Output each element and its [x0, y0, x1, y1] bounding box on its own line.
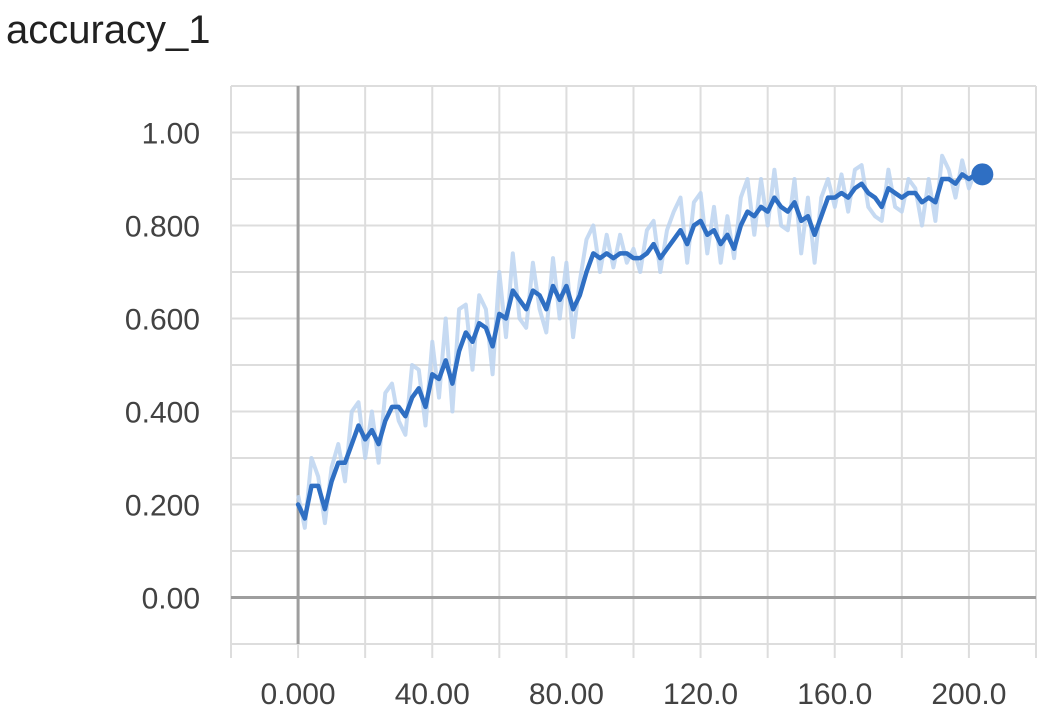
- y-tick-label: 0.200: [125, 490, 200, 523]
- x-tick-label: 40.00: [395, 678, 470, 711]
- chart-title: accuracy_1: [6, 8, 211, 52]
- raw-series-line: [296, 153, 983, 530]
- x-tick-label: 120.0: [663, 678, 738, 711]
- x-tick-label: 200.0: [931, 678, 1006, 711]
- axes: [231, 86, 1036, 644]
- grid: [230, 85, 1037, 645]
- y-tick-label: 0.800: [125, 211, 200, 244]
- x-tick-label: 80.00: [529, 678, 604, 711]
- series-group: [295, 153, 994, 530]
- x-tick-label: 160.0: [797, 678, 872, 711]
- y-tick-label: 1.00: [142, 118, 200, 151]
- last-point-marker: [971, 163, 994, 186]
- x-tick-label: 0.000: [261, 678, 336, 711]
- y-tick-label: 0.600: [125, 304, 200, 337]
- y-tick-label: 0.00: [142, 583, 200, 616]
- smoothed-series-line: [295, 172, 985, 521]
- tick-labels: 0.00 0.200 0.400 0.600 0.800 1.00 0.000 40.00 80…: [125, 118, 1037, 711]
- y-tick-label: 0.400: [125, 397, 200, 430]
